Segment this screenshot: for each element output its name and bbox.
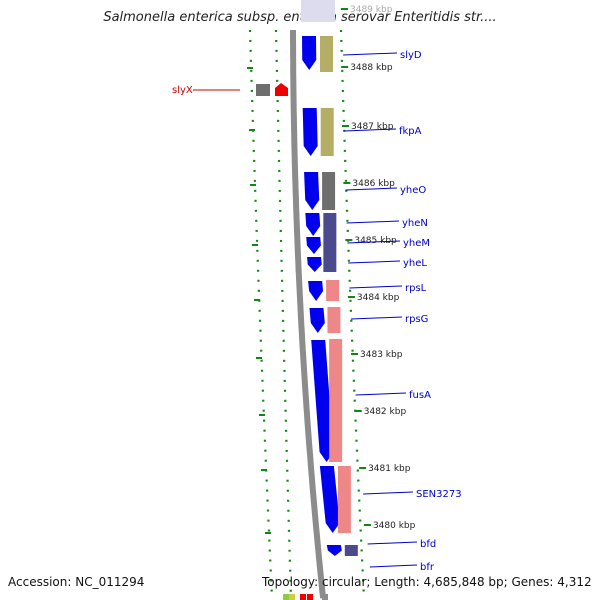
cds-gene-arrow[interactable]	[306, 237, 321, 254]
legend-square	[300, 594, 306, 600]
cog-category-block[interactable]	[323, 213, 337, 272]
gene-leader-line	[346, 220, 400, 224]
gene-label[interactable]: yheO	[400, 185, 426, 196]
gene-leader-line	[363, 491, 414, 495]
kbp-tick-label: 3488 kbp	[350, 63, 393, 73]
gene-leader-line	[348, 260, 401, 264]
gene-leader-line	[369, 564, 418, 568]
dotted-guide-line	[248, 29, 274, 599]
cog-category-block[interactable]	[320, 108, 334, 156]
gene-label[interactable]: bfd	[420, 539, 436, 550]
cog-category-block[interactable]	[337, 466, 351, 533]
genome-summary-text: Topology: circular; Length: 4,685,848 bp…	[262, 575, 592, 589]
kbp-tick-label: 3483 kbp	[360, 350, 403, 360]
cds-gene-arrow[interactable]	[307, 257, 322, 272]
gene-label[interactable]: SEN3273	[416, 489, 462, 500]
gene-label[interactable]: slyD	[400, 50, 422, 61]
gene-label[interactable]: rpsL	[405, 283, 427, 294]
cog-category-block[interactable]	[344, 545, 358, 556]
cds-gene-arrow[interactable]	[311, 340, 334, 462]
kbp-tick-label: 3489 kbp	[350, 5, 393, 15]
gene-leader-line	[343, 52, 398, 56]
gene-leader-line	[355, 392, 407, 396]
gene-label[interactable]: yheN	[402, 218, 428, 229]
kbp-tick-label: 3482 kbp	[364, 407, 407, 417]
cog-category-block[interactable]	[326, 280, 340, 301]
map-title: Salmonella enterica subsp. enterica sero…	[103, 10, 497, 25]
gene-label[interactable]: rpsG	[405, 314, 428, 325]
kbp-tick-label: 3481 kbp	[368, 464, 411, 474]
kbp-tick-label: 3480 kbp	[373, 521, 416, 531]
kbp-tick-label: 3484 kbp	[357, 293, 400, 303]
cog-category-block[interactable]	[322, 172, 336, 210]
dotted-guide-line	[274, 29, 293, 599]
accession-text: Accession: NC_011294	[8, 575, 145, 589]
kbp-tick-label: 3487 kbp	[351, 122, 394, 132]
gene-leader-line	[349, 285, 403, 289]
legend-square	[322, 594, 328, 600]
cog-category-block[interactable]	[329, 339, 343, 462]
ring-fade-top	[301, 0, 335, 22]
gene-label[interactable]: yheM	[403, 238, 430, 249]
cog-category-block[interactable]	[320, 36, 334, 72]
chromosome-backbone	[290, 30, 327, 599]
gene-label[interactable]: fkpA	[399, 126, 422, 137]
legend-square	[289, 594, 295, 600]
gene-leader-line	[345, 187, 398, 191]
cds-gene-arrow[interactable]	[308, 281, 324, 301]
cds-gene-arrow[interactable]	[304, 172, 320, 210]
cds-gene-arrow[interactable]	[309, 308, 325, 333]
cds-gene-arrow[interactable]	[305, 213, 321, 236]
gene-label[interactable]: slyX	[172, 85, 193, 96]
kbp-tick-label: 3485 kbp	[354, 236, 397, 246]
gene-leader-line	[350, 316, 403, 320]
gene-leader-line	[344, 128, 397, 132]
cog-category-block[interactable]	[256, 84, 270, 96]
legend-square	[283, 594, 289, 600]
cds-gene-arrow[interactable]	[326, 545, 342, 556]
cds-gene-arrow[interactable]	[319, 466, 340, 533]
cds-gene-arrow[interactable]	[302, 36, 317, 70]
cds-gene-arrow[interactable]	[302, 108, 318, 156]
cog-category-block[interactable]	[327, 307, 341, 333]
kbp-tick-label: 3486 kbp	[352, 179, 395, 189]
gene-leader-line	[347, 240, 401, 244]
gene-leader-line	[367, 541, 418, 545]
gene-label[interactable]: bfr	[420, 562, 435, 573]
gene-label[interactable]: fusA	[409, 390, 431, 401]
legend-square	[307, 594, 313, 600]
gene-label[interactable]: yheL	[403, 258, 427, 269]
cds-gene-arrow[interactable]	[275, 83, 288, 96]
